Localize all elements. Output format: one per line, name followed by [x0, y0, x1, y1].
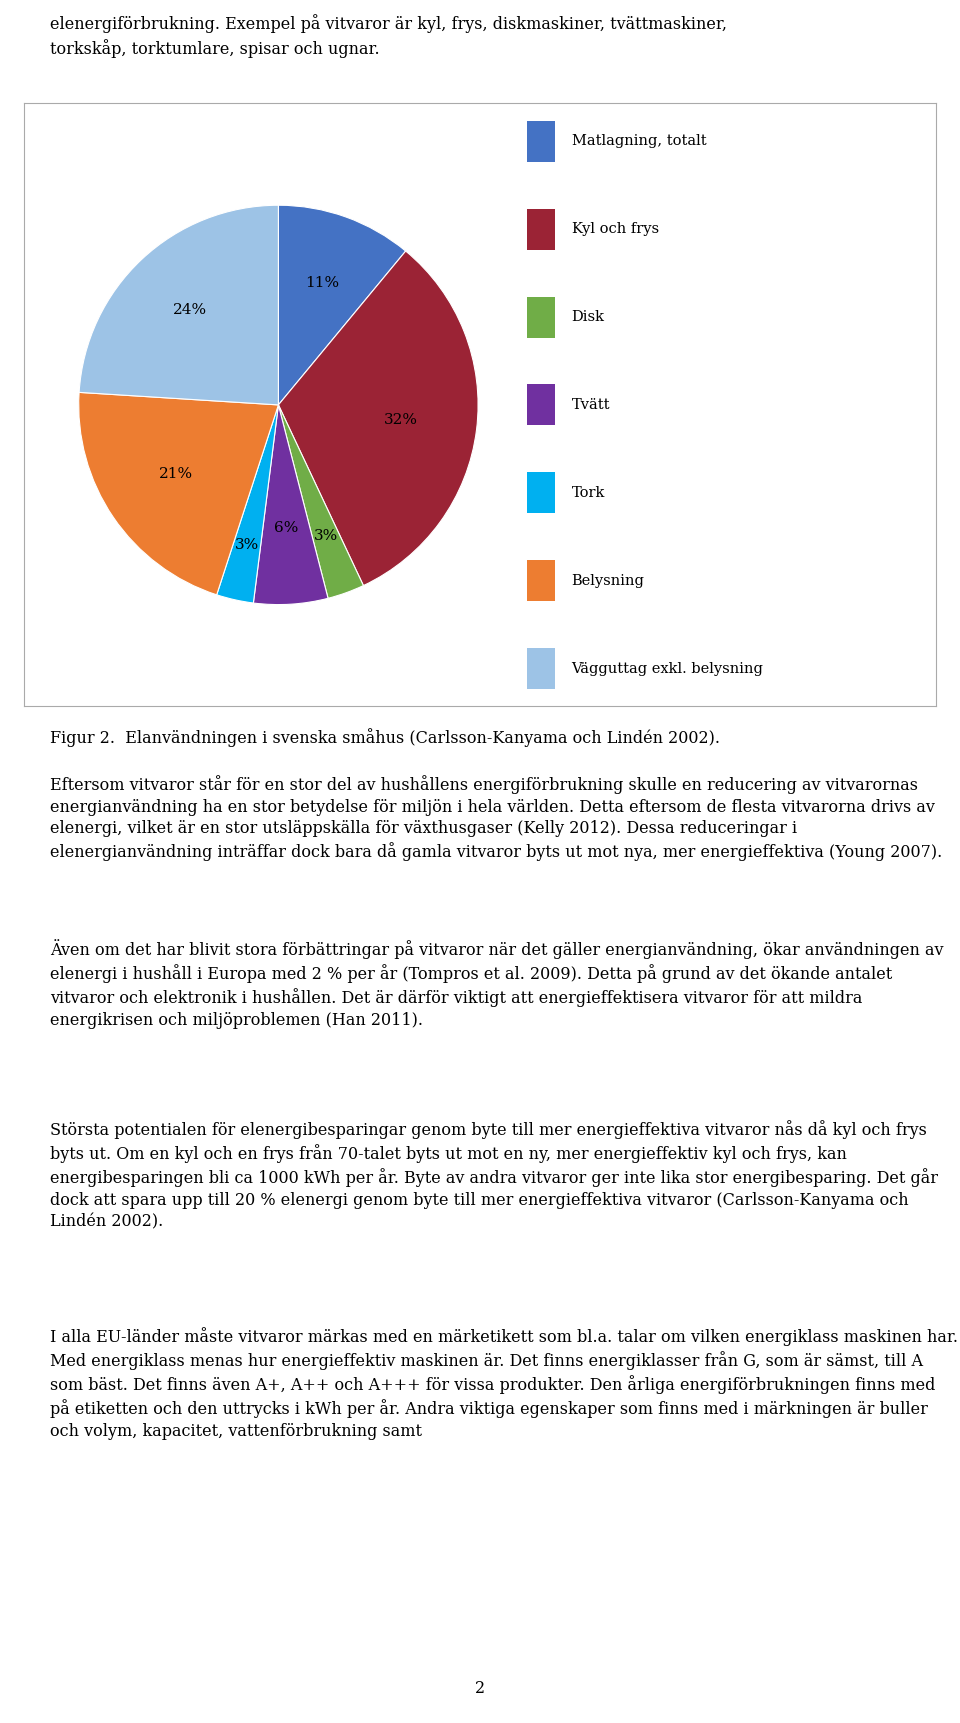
- Bar: [527, 121, 556, 162]
- Text: 6%: 6%: [274, 522, 299, 536]
- Text: Belysning: Belysning: [571, 574, 644, 588]
- Wedge shape: [278, 405, 364, 598]
- Wedge shape: [278, 205, 406, 405]
- Text: 3%: 3%: [235, 538, 259, 551]
- Text: 24%: 24%: [173, 303, 206, 317]
- Text: 21%: 21%: [159, 467, 193, 481]
- Wedge shape: [79, 205, 278, 405]
- Bar: [527, 208, 556, 250]
- Text: Största potentialen för elenergibesparingar genom byte till mer energieffektiva : Största potentialen för elenergibesparin…: [50, 1120, 938, 1230]
- Text: I alla EU-länder måste vitvaror märkas med en märketikett som bl.a. talar om vil: I alla EU-länder måste vitvaror märkas m…: [50, 1327, 958, 1439]
- Text: Matlagning, totalt: Matlagning, totalt: [571, 134, 707, 148]
- Text: elenergiförbrukning. Exempel på vitvaror är kyl, frys, diskmaskiner, tvättmaskin: elenergiförbrukning. Exempel på vitvaror…: [50, 14, 727, 57]
- Bar: [527, 648, 556, 689]
- Text: 2: 2: [475, 1680, 485, 1697]
- Text: 11%: 11%: [305, 276, 340, 289]
- Text: Eftersom vitvaror står för en stor del av hushållens energiförbrukning skulle en: Eftersom vitvaror står för en stor del a…: [50, 775, 942, 862]
- Wedge shape: [253, 405, 328, 605]
- Wedge shape: [217, 405, 278, 603]
- Bar: [527, 560, 556, 601]
- Text: Tork: Tork: [571, 486, 605, 500]
- Text: 3%: 3%: [314, 529, 338, 543]
- Text: Disk: Disk: [571, 310, 605, 324]
- Text: 32%: 32%: [384, 414, 419, 427]
- Bar: [527, 472, 556, 513]
- Text: Tvätt: Tvätt: [571, 398, 611, 412]
- Text: Vägguttag exkl. belysning: Vägguttag exkl. belysning: [571, 662, 763, 675]
- Text: Figur 2.  Elanvändningen i svenska småhus (Carlsson-Kanyama och Lindén 2002).: Figur 2. Elanvändningen i svenska småhus…: [50, 729, 720, 746]
- Bar: [527, 296, 556, 338]
- Wedge shape: [278, 252, 478, 586]
- Wedge shape: [79, 393, 278, 594]
- Text: Kyl och frys: Kyl och frys: [571, 222, 659, 236]
- Bar: [527, 384, 556, 426]
- Text: Även om det har blivit stora förbättringar på vitvaror när det gäller energianvä: Även om det har blivit stora förbättring…: [50, 939, 944, 1029]
